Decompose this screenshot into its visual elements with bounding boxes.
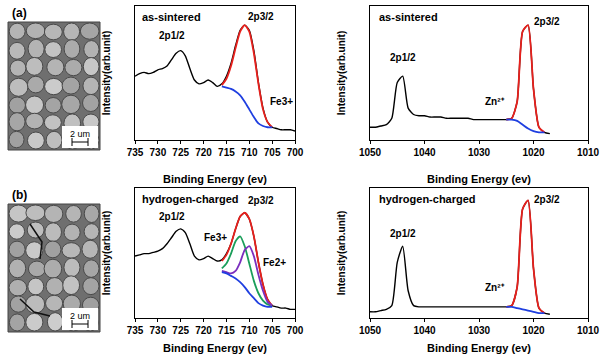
- svg-text:2p3/2: 2p3/2: [248, 11, 274, 22]
- svg-text:700: 700: [287, 147, 304, 158]
- svg-text:1020: 1020: [522, 325, 545, 336]
- svg-text:715: 715: [218, 325, 235, 336]
- svg-text:1010: 1010: [577, 147, 600, 158]
- svg-text:710: 710: [241, 325, 258, 336]
- svg-text:1020: 1020: [522, 147, 545, 158]
- svg-text:720: 720: [195, 147, 212, 158]
- svg-text:1030: 1030: [468, 147, 491, 158]
- svg-text:2 um: 2 um: [70, 129, 90, 139]
- svg-text:715: 715: [218, 147, 235, 158]
- svg-text:705: 705: [264, 147, 281, 158]
- svg-text:1030: 1030: [468, 325, 491, 336]
- svg-text:Binding Energy (ev): Binding Energy (ev): [427, 342, 531, 354]
- svg-text:hydrogen-charged: hydrogen-charged: [379, 193, 476, 205]
- svg-text:705: 705: [264, 325, 281, 336]
- svg-text:Intensity(arb.unit): Intensity(arb.unit): [101, 211, 112, 295]
- svg-text:725: 725: [172, 147, 189, 158]
- svg-text:Fe2+: Fe2+: [263, 257, 286, 268]
- svg-text:735: 735: [127, 325, 144, 336]
- svg-text:hydrogen-charged: hydrogen-charged: [142, 193, 239, 205]
- svg-text:700: 700: [287, 325, 304, 336]
- svg-text:1050: 1050: [359, 147, 382, 158]
- svg-text:Binding Energy (ev): Binding Energy (ev): [163, 342, 267, 354]
- svg-text:2p1/2: 2p1/2: [390, 52, 416, 63]
- svg-text:735: 735: [127, 147, 144, 158]
- svg-text:as-sintered: as-sintered: [379, 11, 438, 23]
- svg-text:1010: 1010: [577, 325, 600, 336]
- svg-text:Zn²⁺: Zn²⁺: [485, 282, 505, 293]
- svg-text:1050: 1050: [359, 325, 382, 336]
- svg-text:2 um: 2 um: [70, 311, 90, 321]
- svg-text:Binding Energy (ev): Binding Energy (ev): [163, 173, 267, 185]
- svg-text:725: 725: [172, 325, 189, 336]
- svg-text:1040: 1040: [413, 147, 436, 158]
- svg-text:2p1/2: 2p1/2: [390, 228, 416, 239]
- svg-text:Fe3+: Fe3+: [204, 232, 227, 243]
- svg-text:Intensity(arb.unit): Intensity(arb.unit): [101, 31, 112, 115]
- svg-text:Zn²⁺: Zn²⁺: [485, 96, 505, 107]
- svg-text:Intensity(arb.unit): Intensity(arb.unit): [336, 211, 347, 295]
- svg-text:720: 720: [195, 325, 212, 336]
- svg-text:2p3/2: 2p3/2: [534, 16, 560, 27]
- svg-text:Intensity(arb.unit): Intensity(arb.unit): [336, 31, 347, 115]
- svg-text:730: 730: [150, 325, 167, 336]
- svg-text:730: 730: [150, 147, 167, 158]
- svg-text:(a): (a): [12, 6, 27, 20]
- svg-text:2p1/2: 2p1/2: [159, 30, 185, 41]
- svg-text:2p3/2: 2p3/2: [534, 194, 560, 205]
- svg-text:2p1/2: 2p1/2: [159, 211, 185, 222]
- svg-text:Fe3+: Fe3+: [270, 96, 293, 107]
- svg-text:2p3/2: 2p3/2: [248, 195, 274, 206]
- svg-text:710: 710: [241, 147, 258, 158]
- svg-text:(b): (b): [12, 188, 27, 202]
- svg-text:as-sintered: as-sintered: [142, 11, 201, 23]
- svg-text:Binding Energy (ev): Binding Energy (ev): [427, 173, 531, 185]
- svg-text:1040: 1040: [413, 325, 436, 336]
